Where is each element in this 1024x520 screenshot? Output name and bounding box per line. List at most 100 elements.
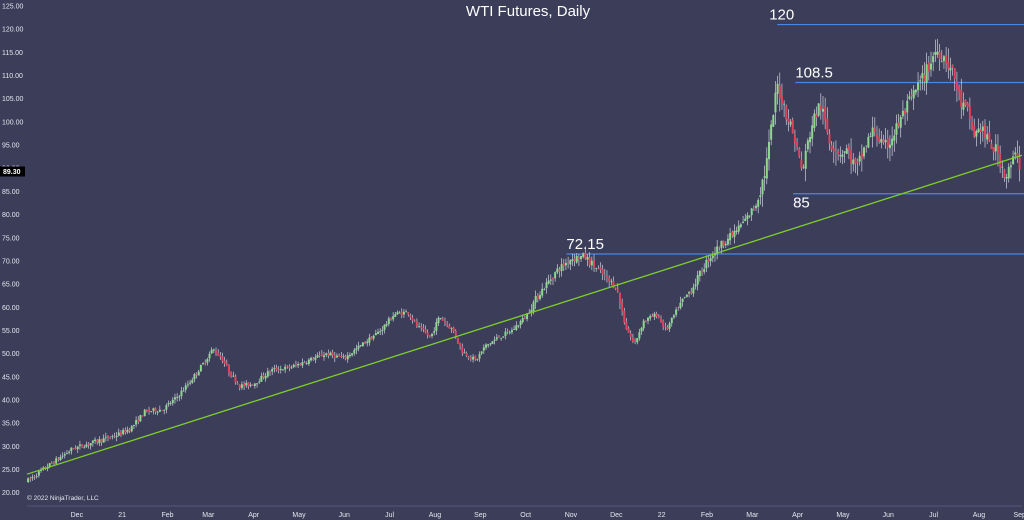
candle-up <box>675 309 678 315</box>
candle-up <box>115 435 118 438</box>
candle-down <box>364 342 367 344</box>
candle-up <box>35 476 38 478</box>
candle-up <box>482 347 485 351</box>
candle-up <box>541 288 544 296</box>
candle-down <box>100 439 103 442</box>
candle-down <box>441 318 444 321</box>
candle-up <box>556 268 559 273</box>
candle-up <box>132 424 135 426</box>
candle-up <box>526 313 529 320</box>
candle-up <box>394 314 397 317</box>
candle-down <box>651 315 654 317</box>
y-axis: 20.00 25.00 30.00 35.00 40.00 45.00 50.00 55.00… <box>2 4 24 498</box>
candle-down <box>409 315 412 318</box>
candle-up <box>817 103 820 116</box>
candle-up <box>271 369 274 372</box>
candle-down <box>798 148 801 157</box>
candle-up <box>696 275 699 285</box>
candle-up <box>763 176 766 178</box>
candle-down <box>800 159 803 169</box>
candle-up <box>351 353 354 356</box>
candle-up <box>1012 156 1015 165</box>
x-tick-label: Feb <box>161 512 173 519</box>
candle-down <box>443 321 446 323</box>
candle-up <box>59 457 62 461</box>
candle-up <box>150 411 153 412</box>
candle-up <box>884 139 887 143</box>
candle-down <box>225 363 228 366</box>
candle-down <box>523 318 526 320</box>
candle-up <box>40 470 43 472</box>
candle-up <box>210 349 213 354</box>
candle-down <box>593 260 596 268</box>
candle-up <box>27 478 30 483</box>
candle-up <box>485 344 488 348</box>
y-tick-label: 120.00 <box>2 27 24 34</box>
candle-down <box>731 231 734 236</box>
candle-up <box>89 443 92 446</box>
candle-down <box>320 354 323 357</box>
candle-up <box>307 359 310 364</box>
x-tick-label: Mar <box>746 512 759 519</box>
candle-up <box>208 353 211 359</box>
candle-down <box>968 106 971 120</box>
candle-up <box>361 342 364 346</box>
candle-up <box>724 243 727 246</box>
candle-down <box>752 208 755 210</box>
candle-up <box>117 432 120 436</box>
y-tick-label: 55.00 <box>2 328 20 335</box>
candle-up <box>463 352 466 354</box>
y-tick-label: 75.00 <box>2 235 20 242</box>
candle-up <box>156 411 159 413</box>
candle-up <box>534 295 537 303</box>
candle-down <box>605 274 608 277</box>
candle-down <box>251 384 254 386</box>
candle-up <box>530 310 533 313</box>
y-tick-label: 40.00 <box>2 398 20 405</box>
candle-up <box>888 144 891 149</box>
candle-up <box>735 230 738 232</box>
candle-down <box>629 333 632 337</box>
candle-up <box>398 312 401 314</box>
candle-down <box>262 375 265 378</box>
candle-down <box>865 145 868 147</box>
candle-down <box>597 268 600 270</box>
candle-down <box>1018 156 1021 170</box>
candle-up <box>130 426 133 432</box>
candle-up <box>517 325 520 327</box>
candle-up <box>858 155 861 162</box>
candle-up <box>55 458 58 464</box>
candle-down <box>87 443 90 445</box>
candle-down <box>558 269 561 272</box>
candle-up <box>962 102 965 110</box>
candle-down <box>288 366 291 369</box>
x-tick-label: May <box>292 512 306 519</box>
candle-down <box>452 327 455 332</box>
candle-up <box>569 260 572 265</box>
candle-up <box>545 282 548 289</box>
candle-up <box>640 327 643 332</box>
candle-up <box>595 268 598 269</box>
x-tick-label: Feb <box>701 512 713 519</box>
candle-down <box>599 267 602 270</box>
x-tick-label: Dec <box>610 512 623 519</box>
candle-up <box>102 438 105 443</box>
candle-down <box>996 145 999 154</box>
candle-down <box>562 263 565 267</box>
candle-down <box>780 96 783 104</box>
candle-down <box>960 89 963 107</box>
candle-up <box>402 311 405 315</box>
y-tick-label: 100.00 <box>2 119 24 126</box>
candle-down <box>161 409 164 411</box>
candle-up <box>433 331 436 333</box>
candle-up <box>165 405 168 410</box>
y-tick-label: 105.00 <box>2 96 24 103</box>
candle-down <box>988 132 991 142</box>
candle-up <box>802 166 805 168</box>
candle-down <box>551 278 554 280</box>
candle-up <box>171 399 174 404</box>
candle-up <box>495 337 498 340</box>
candle-up <box>759 195 762 198</box>
candle-up <box>549 279 552 281</box>
candle-up <box>899 117 902 128</box>
